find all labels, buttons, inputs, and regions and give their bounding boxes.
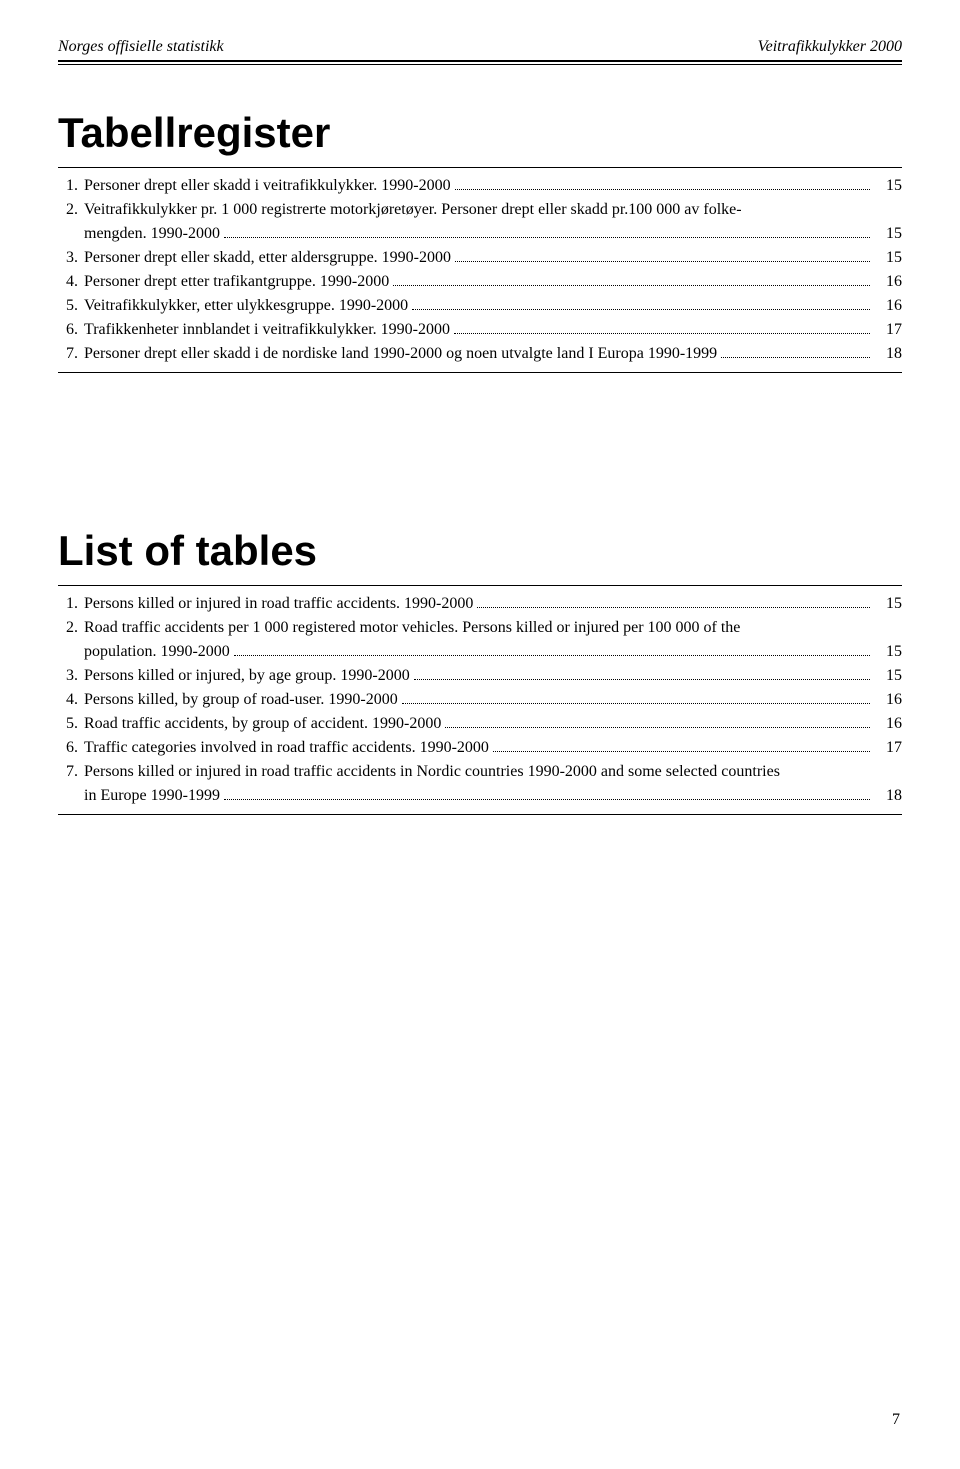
toc-entry: 1.Personer drept eller skadd i veitrafik… [58, 174, 902, 198]
toc-entry-text: Veitrafikkulykker, etter ulykkesgruppe. … [84, 294, 408, 318]
toc-entry: 3.Personer drept eller skadd, etter alde… [58, 246, 902, 270]
toc-entry-text-cont: population. 1990-2000 [84, 640, 230, 664]
toc-entry-number: 2. [58, 616, 84, 640]
toc-entry-page: 16 [874, 270, 902, 294]
toc-entry-page: 15 [874, 664, 902, 688]
toc-leader [455, 189, 870, 190]
toc-entry-text-cont: in Europe 1990-1999 [84, 784, 220, 808]
toc-entry-text: Road traffic accidents per 1 000 registe… [84, 616, 902, 640]
toc-entry-number: 4. [58, 688, 84, 712]
header-rule-thick [58, 60, 902, 62]
toc-entry-page: 18 [874, 784, 902, 808]
toc-entry-text: Personer drept eller skadd, etter alders… [84, 246, 451, 270]
toc-entry-number: 6. [58, 736, 84, 760]
toc-entry-number: 3. [58, 246, 84, 270]
toc-entry: 7.Personer drept eller skadd i de nordis… [58, 342, 902, 366]
toc-leader [393, 285, 870, 286]
heading-list-of-tables: List of tables [58, 527, 902, 575]
toc-entry: 4.Personer drept etter trafikantgruppe. … [58, 270, 902, 294]
toc-leader [477, 607, 870, 608]
toc-leader [454, 333, 870, 334]
toc-entry-text: Persons killed, by group of road-user. 1… [84, 688, 398, 712]
toc-entry-page: 17 [874, 318, 902, 342]
toc-leader [412, 309, 870, 310]
header-right: Veitrafikkulykker 2000 [758, 38, 902, 56]
toc-entry-number: 2. [58, 198, 84, 222]
header-left: Norges offisielle statistikk [58, 38, 224, 56]
toc-entry-text: Trafikkenheter innblandet i veitrafikkul… [84, 318, 450, 342]
toc-entry-number: 6. [58, 318, 84, 342]
toc-entry-number: 1. [58, 592, 84, 616]
toc-entry-text: Persons killed or injured, by age group.… [84, 664, 410, 688]
toc-entry-text: Personer drept etter trafikantgruppe. 19… [84, 270, 389, 294]
toc-entry-number: 3. [58, 664, 84, 688]
toc-entry-number: 5. [58, 294, 84, 318]
toc-leader [224, 237, 870, 238]
toc-entry-page: 18 [874, 342, 902, 366]
toc-entry-text: Personer drept eller skadd i veitrafikku… [84, 174, 451, 198]
toc-entry-number: 4. [58, 270, 84, 294]
toc-entry-text: Traffic categories involved in road traf… [84, 736, 489, 760]
toc-norwegian: 1.Personer drept eller skadd i veitrafik… [58, 167, 902, 373]
toc-leader [402, 703, 870, 704]
toc-leader [493, 751, 870, 752]
toc-leader [721, 357, 870, 358]
toc-leader [224, 799, 870, 800]
header-rule-thin [58, 64, 902, 65]
toc-entry-page: 15 [874, 174, 902, 198]
toc-entry-text: Persons killed or injured in road traffi… [84, 592, 473, 616]
toc-entry-page: 16 [874, 688, 902, 712]
toc-english: 1.Persons killed or injured in road traf… [58, 585, 902, 815]
toc-leader [414, 679, 870, 680]
toc-entry-page: 15 [874, 246, 902, 270]
toc-leader [455, 261, 870, 262]
page-number: 7 [892, 1411, 900, 1429]
toc-entry-text-cont: mengden. 1990-2000 [84, 222, 220, 246]
toc-entry-number: 7. [58, 760, 84, 784]
toc-entry: 7.Persons killed or injured in road traf… [58, 760, 902, 808]
toc-entry: 5.Veitrafikkulykker, etter ulykkesgruppe… [58, 294, 902, 318]
toc-entry-page: 16 [874, 712, 902, 736]
toc-entry: 5.Road traffic accidents, by group of ac… [58, 712, 902, 736]
toc-entry: 2.Road traffic accidents per 1 000 regis… [58, 616, 902, 664]
page-header: Norges offisielle statistikk Veitrafikku… [58, 38, 902, 56]
toc-entry: 4.Persons killed, by group of road-user.… [58, 688, 902, 712]
toc-entry: 6.Trafikkenheter innblandet i veitrafikk… [58, 318, 902, 342]
toc-entry-number: 1. [58, 174, 84, 198]
toc-leader [445, 727, 870, 728]
heading-tabellregister: Tabellregister [58, 109, 902, 157]
toc-entry-text: Road traffic accidents, by group of acci… [84, 712, 441, 736]
toc-entry-page: 15 [874, 222, 902, 246]
toc-entry-text: Veitrafikkulykker pr. 1 000 registrerte … [84, 198, 902, 222]
toc-leader [234, 655, 870, 656]
toc-entry-text: Personer drept eller skadd i de nordiske… [84, 342, 717, 366]
toc-entry: 6.Traffic categories involved in road tr… [58, 736, 902, 760]
toc-entry-page: 15 [874, 640, 902, 664]
toc-entry-page: 16 [874, 294, 902, 318]
toc-entry-text: Persons killed or injured in road traffi… [84, 760, 902, 784]
toc-entry-number: 7. [58, 342, 84, 366]
toc-entry-page: 17 [874, 736, 902, 760]
toc-entry-number: 5. [58, 712, 84, 736]
toc-entry: 2.Veitrafikkulykker pr. 1 000 registrert… [58, 198, 902, 246]
toc-entry-page: 15 [874, 592, 902, 616]
toc-entry: 1.Persons killed or injured in road traf… [58, 592, 902, 616]
toc-entry: 3.Persons killed or injured, by age grou… [58, 664, 902, 688]
